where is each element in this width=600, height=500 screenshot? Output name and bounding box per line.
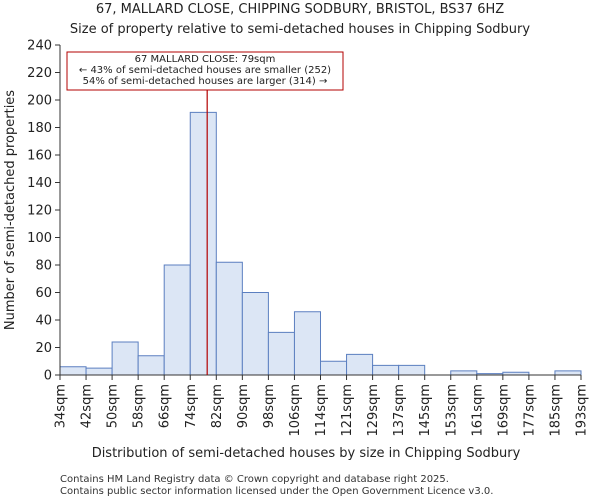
y-tick-label: 120 xyxy=(27,204,52,219)
y-tick-label: 0 xyxy=(44,369,52,384)
x-tick-label: 177sqm xyxy=(522,384,537,437)
x-tick-label: 169sqm xyxy=(496,384,511,437)
bar xyxy=(241,292,269,376)
bar xyxy=(554,370,582,376)
bar xyxy=(85,367,113,376)
y-tick-label: 200 xyxy=(27,94,52,109)
x-tick-label: 137sqm xyxy=(392,384,407,437)
bar xyxy=(372,364,400,376)
x-tick-label: 58sqm xyxy=(132,384,147,428)
x-tick-label: 106sqm xyxy=(288,384,303,437)
bar xyxy=(267,331,295,376)
y-axis-ticks: 0 20 40 60 80 100 120 140 160 180 200 220 240 xyxy=(27,39,60,384)
x-axis-label: Distribution of semi-detached houses by … xyxy=(92,446,521,461)
annotation-frame xyxy=(66,51,344,91)
bars xyxy=(59,111,582,376)
bar xyxy=(293,311,322,376)
x-tick-label: 82sqm xyxy=(210,384,225,428)
x-tick-label: 193sqm xyxy=(575,384,590,437)
bar xyxy=(215,261,243,376)
y-tick-label: 80 xyxy=(35,259,52,274)
annotation-line-2: ← 43% of semi-detached houses are smalle… xyxy=(79,65,331,76)
bar xyxy=(346,353,374,376)
x-axis-ticks: 34sqm 42sqm 50sqm 58sqm 66sqm 74sqm 82sqm 90sqm… xyxy=(54,375,590,437)
y-tick-label: 100 xyxy=(27,231,52,246)
y-tick-label: 140 xyxy=(27,176,52,191)
bar xyxy=(111,341,139,376)
y-tick-label: 160 xyxy=(27,149,52,164)
bar xyxy=(189,111,217,376)
x-tick-label: 90sqm xyxy=(236,384,251,428)
x-tick-label: 121sqm xyxy=(340,384,355,437)
x-tick-label: 50sqm xyxy=(106,384,121,428)
chart-subtitle: Size of property relative to semi-detach… xyxy=(70,22,530,37)
x-tick-label: 185sqm xyxy=(548,384,563,437)
annotation-box: 67 MALLARD CLOSE: 79sqm ← 43% of semi-de… xyxy=(66,51,344,91)
footer-line-1: Contains HM Land Registry data © Crown c… xyxy=(60,474,449,485)
y-tick-label: 180 xyxy=(27,121,52,136)
y-tick-label: 220 xyxy=(27,66,52,81)
x-tick-label: 42sqm xyxy=(80,384,95,428)
x-tick-label: 161sqm xyxy=(470,384,485,437)
annotation-line-1: 67 MALLARD CLOSE: 79sqm xyxy=(135,54,276,65)
bar xyxy=(398,364,426,376)
x-tick-label: 98sqm xyxy=(262,384,277,428)
x-tick-label: 153sqm xyxy=(444,384,459,437)
bar xyxy=(59,366,87,376)
y-tick-label: 60 xyxy=(35,286,52,301)
x-tick-label: 66sqm xyxy=(158,384,173,428)
y-tick-label: 40 xyxy=(35,314,52,329)
bar xyxy=(137,355,165,376)
y-tick-label: 240 xyxy=(27,39,52,54)
x-tick-label: 129sqm xyxy=(366,384,381,437)
footer-line-2: Contains public sector information licen… xyxy=(60,486,493,497)
bar xyxy=(320,360,348,376)
bar xyxy=(163,264,191,376)
x-tick-label: 74sqm xyxy=(184,384,199,428)
x-tick-label: 114sqm xyxy=(314,384,329,437)
chart-title: 67, MALLARD CLOSE, CHIPPING SODBURY, BRI… xyxy=(96,2,504,17)
bar xyxy=(450,370,478,376)
y-axis-label: Number of semi-detached properties xyxy=(3,90,18,330)
x-tick-label: 34sqm xyxy=(54,384,69,428)
x-tick-label: 145sqm xyxy=(418,384,433,437)
annotation-line-3: 54% of semi-detached houses are larger (… xyxy=(83,76,328,87)
y-tick-label: 20 xyxy=(35,341,52,356)
